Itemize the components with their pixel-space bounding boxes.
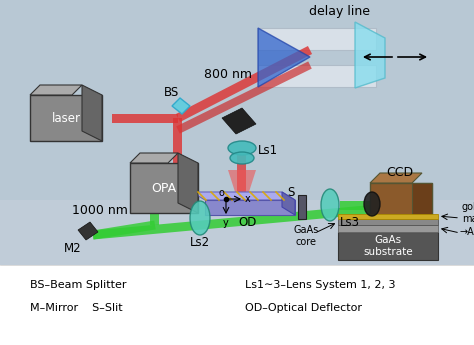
Bar <box>0 200 474 265</box>
Text: OD: OD <box>239 216 257 228</box>
Polygon shape <box>30 85 82 95</box>
Ellipse shape <box>190 201 210 235</box>
Polygon shape <box>173 165 182 185</box>
Polygon shape <box>258 28 310 87</box>
Text: x: x <box>245 194 251 204</box>
Text: BS: BS <box>164 86 180 99</box>
Polygon shape <box>205 200 295 215</box>
Polygon shape <box>237 152 246 193</box>
Polygon shape <box>340 200 390 209</box>
Text: S: S <box>287 187 295 199</box>
Ellipse shape <box>364 192 380 216</box>
Bar <box>130 163 198 213</box>
Bar <box>0 0 474 265</box>
Text: GaAs
substrate: GaAs substrate <box>363 235 413 257</box>
Bar <box>258 28 376 50</box>
Text: Ls1: Ls1 <box>258 144 278 157</box>
Polygon shape <box>78 222 98 240</box>
Text: →AlGaAs: →AlGaAs <box>460 227 474 237</box>
Polygon shape <box>412 183 432 225</box>
Text: CCD: CCD <box>386 166 413 178</box>
Bar <box>258 65 376 87</box>
Polygon shape <box>228 170 256 195</box>
Bar <box>338 232 438 260</box>
Bar <box>370 183 432 225</box>
Text: Ls1∼3–Lens System 1, 2, 3: Ls1∼3–Lens System 1, 2, 3 <box>245 280 395 290</box>
Ellipse shape <box>228 141 256 155</box>
Text: Ls3: Ls3 <box>340 216 360 228</box>
Polygon shape <box>173 118 182 165</box>
Polygon shape <box>192 192 295 200</box>
Text: GaAs
core: GaAs core <box>293 225 319 247</box>
Polygon shape <box>282 192 295 215</box>
Polygon shape <box>82 85 102 141</box>
Bar <box>338 225 438 232</box>
Polygon shape <box>92 200 420 239</box>
Text: OPA: OPA <box>151 181 176 195</box>
Text: M2: M2 <box>64 241 82 255</box>
Ellipse shape <box>229 192 255 202</box>
Text: OD–Optical Deflector: OD–Optical Deflector <box>245 303 362 313</box>
Text: M–Mirror    S–Slit: M–Mirror S–Slit <box>30 303 123 313</box>
Bar <box>338 214 438 219</box>
Text: gold
mask: gold mask <box>462 202 474 224</box>
Text: Ls2: Ls2 <box>190 236 210 248</box>
Text: o: o <box>218 188 224 198</box>
Text: BS–Beam Splitter: BS–Beam Splitter <box>30 280 127 290</box>
Bar <box>338 219 438 225</box>
Polygon shape <box>222 108 256 134</box>
Ellipse shape <box>230 152 254 164</box>
Text: y: y <box>223 218 229 228</box>
Polygon shape <box>370 173 422 183</box>
Polygon shape <box>92 220 156 239</box>
Polygon shape <box>176 61 312 134</box>
Text: 1000 nm: 1000 nm <box>72 204 128 217</box>
Bar <box>0 265 474 345</box>
Ellipse shape <box>321 189 339 221</box>
Polygon shape <box>178 153 198 213</box>
Polygon shape <box>355 22 385 88</box>
Text: delay line: delay line <box>310 6 371 19</box>
Text: 800 nm: 800 nm <box>204 69 252 81</box>
Bar <box>30 95 102 141</box>
Polygon shape <box>176 46 312 122</box>
Polygon shape <box>112 114 178 122</box>
Polygon shape <box>130 153 178 163</box>
Polygon shape <box>172 98 190 114</box>
Text: laser: laser <box>52 111 81 125</box>
Bar <box>298 195 306 219</box>
Polygon shape <box>151 185 159 225</box>
